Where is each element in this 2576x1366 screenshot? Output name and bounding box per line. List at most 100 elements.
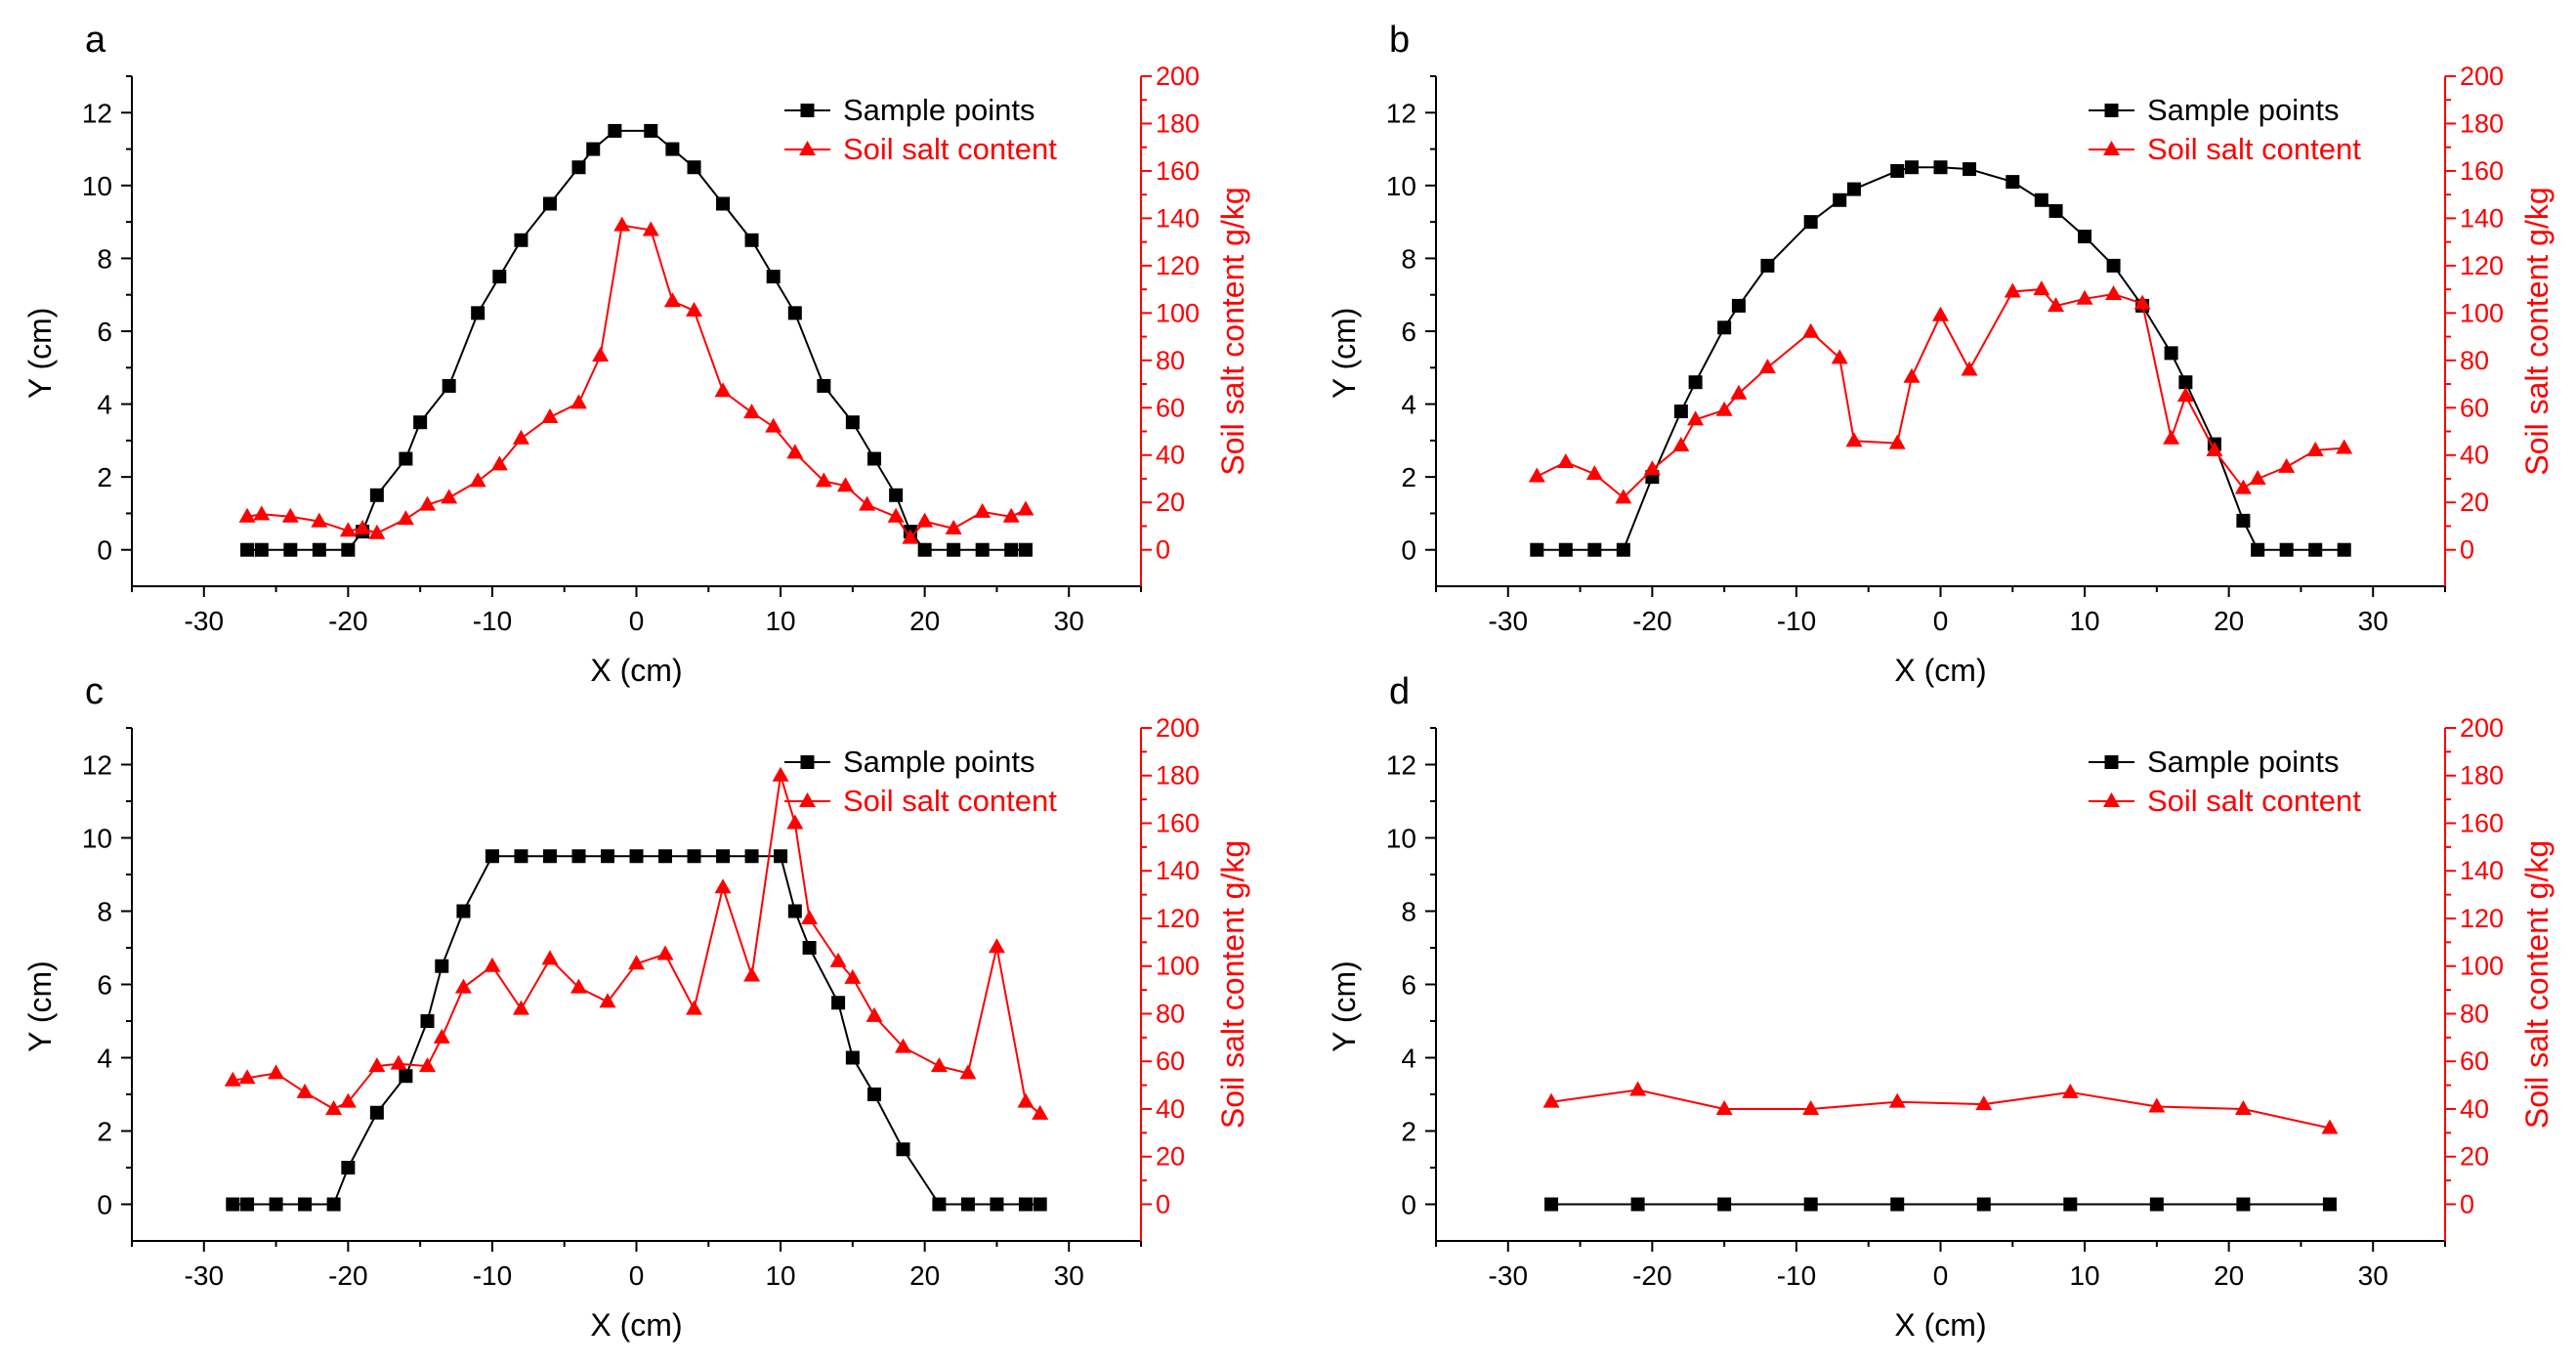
x-tick-label: 10 — [765, 606, 795, 636]
data-point — [613, 216, 631, 232]
series-sample-points — [1544, 1197, 2337, 1212]
data-point — [326, 1197, 341, 1212]
y-tick-label-left: 12 — [82, 750, 112, 781]
legend-entry-soil-salt-content: Soil salt content — [843, 784, 1057, 818]
x-tick-label: 10 — [765, 1260, 795, 1291]
data-point — [960, 1197, 975, 1212]
x-tick-label: 20 — [909, 606, 940, 636]
data-point — [226, 1197, 240, 1212]
data-point — [514, 233, 528, 247]
x-tick-label: -20 — [1632, 1260, 1671, 1291]
data-point — [1544, 1197, 1559, 1212]
data-point — [1017, 1092, 1035, 1108]
data-point — [592, 346, 610, 362]
data-point — [859, 495, 876, 511]
data-point — [1018, 1197, 1033, 1212]
data-point — [586, 142, 601, 156]
data-point — [1802, 1099, 1820, 1115]
data-point — [2206, 441, 2223, 456]
data-point — [1615, 489, 1632, 504]
data-point — [512, 1000, 529, 1015]
x-tick-label: -30 — [185, 1260, 224, 1291]
chart-panel-d: d-30 -20 -10 0 10 20 3002468101202040608010012… — [1327, 671, 2555, 1343]
y-tick-label-left: 10 — [82, 824, 112, 854]
data-point — [1004, 542, 1019, 557]
data-point — [714, 382, 732, 398]
data-point — [2164, 346, 2178, 361]
data-point — [253, 505, 271, 521]
y-tick-label-right: 120 — [2460, 251, 2504, 280]
data-point — [541, 407, 559, 423]
data-point — [1629, 1081, 1647, 1096]
data-point — [413, 415, 428, 430]
data-point — [2034, 192, 2048, 207]
y-tick-label-right: 0 — [2460, 535, 2474, 565]
y-tick-label-left: 6 — [1401, 970, 1416, 1001]
y-tick-label-left: 4 — [1401, 1044, 1416, 1074]
panel-label: c — [85, 671, 104, 712]
data-point — [341, 1161, 356, 1174]
data-point — [1803, 1197, 1818, 1212]
data-point — [896, 1142, 910, 1157]
series-soil-salt-content — [238, 216, 1035, 544]
y-tick-label-left: 2 — [1401, 1117, 1416, 1147]
data-point — [2279, 542, 2294, 557]
data-point — [254, 542, 269, 557]
y-tick-label-right: 140 — [1156, 203, 1200, 233]
y-tick-label-right: 200 — [1156, 713, 1200, 743]
y-tick-label-right: 180 — [2460, 761, 2504, 790]
data-point — [743, 404, 761, 419]
y-tick-label-right: 60 — [2460, 1046, 2489, 1076]
data-point — [454, 978, 472, 994]
data-point — [435, 959, 449, 973]
data-point — [765, 417, 782, 433]
y-tick-label-left: 8 — [1401, 897, 1416, 927]
data-point — [1616, 542, 1630, 557]
y-tick-label-right: 80 — [1156, 346, 1185, 375]
panel-label: a — [85, 20, 106, 61]
data-point — [836, 477, 854, 492]
y-tick-label-right: 160 — [1156, 156, 1200, 186]
data-point — [2148, 1097, 2166, 1113]
data-point — [456, 904, 471, 918]
y-tick-label-right: 120 — [1156, 251, 1200, 280]
data-point — [1802, 322, 1820, 338]
data-point — [1760, 258, 1775, 273]
data-point — [312, 542, 326, 557]
y-tick-label-left: 8 — [97, 897, 112, 927]
legend-marker-square — [2104, 755, 2119, 769]
data-point — [397, 510, 414, 526]
data-point — [2163, 429, 2180, 445]
y-tick-label-right: 60 — [2460, 393, 2489, 422]
data-point — [829, 952, 847, 967]
x-tick-label: 20 — [2214, 1260, 2244, 1291]
data-point — [786, 814, 804, 830]
data-point — [368, 1057, 386, 1073]
data-point — [2234, 1099, 2252, 1115]
data-point — [1717, 1197, 1732, 1212]
data-point — [1643, 460, 1661, 476]
y-tick-label-right: 160 — [2460, 156, 2504, 186]
data-point — [341, 542, 356, 557]
data-point — [687, 160, 701, 175]
data-point — [571, 160, 586, 175]
data-point — [1758, 359, 1776, 374]
series-soil-salt-content — [1542, 1081, 2339, 1134]
data-point — [485, 849, 499, 864]
y-axis-label-left: Y (cm) — [22, 960, 58, 1052]
series-line — [232, 855, 1040, 1206]
data-point — [2234, 479, 2252, 494]
legend-entry-sample-points: Sample points — [843, 93, 1035, 127]
data-point — [2078, 230, 2092, 244]
x-tick-label: 10 — [2069, 1260, 2099, 1291]
y-tick-label-left: 0 — [1401, 535, 1416, 566]
data-point — [399, 1069, 413, 1084]
legend-entry-sample-points: Sample points — [2147, 93, 2339, 127]
legend-marker-triangle — [799, 141, 816, 155]
data-point — [281, 507, 299, 523]
data-point — [1961, 361, 1978, 376]
data-point — [665, 142, 680, 156]
data-point — [663, 292, 681, 308]
y-tick-label-right: 180 — [1156, 108, 1200, 138]
series-line — [1537, 166, 2344, 551]
